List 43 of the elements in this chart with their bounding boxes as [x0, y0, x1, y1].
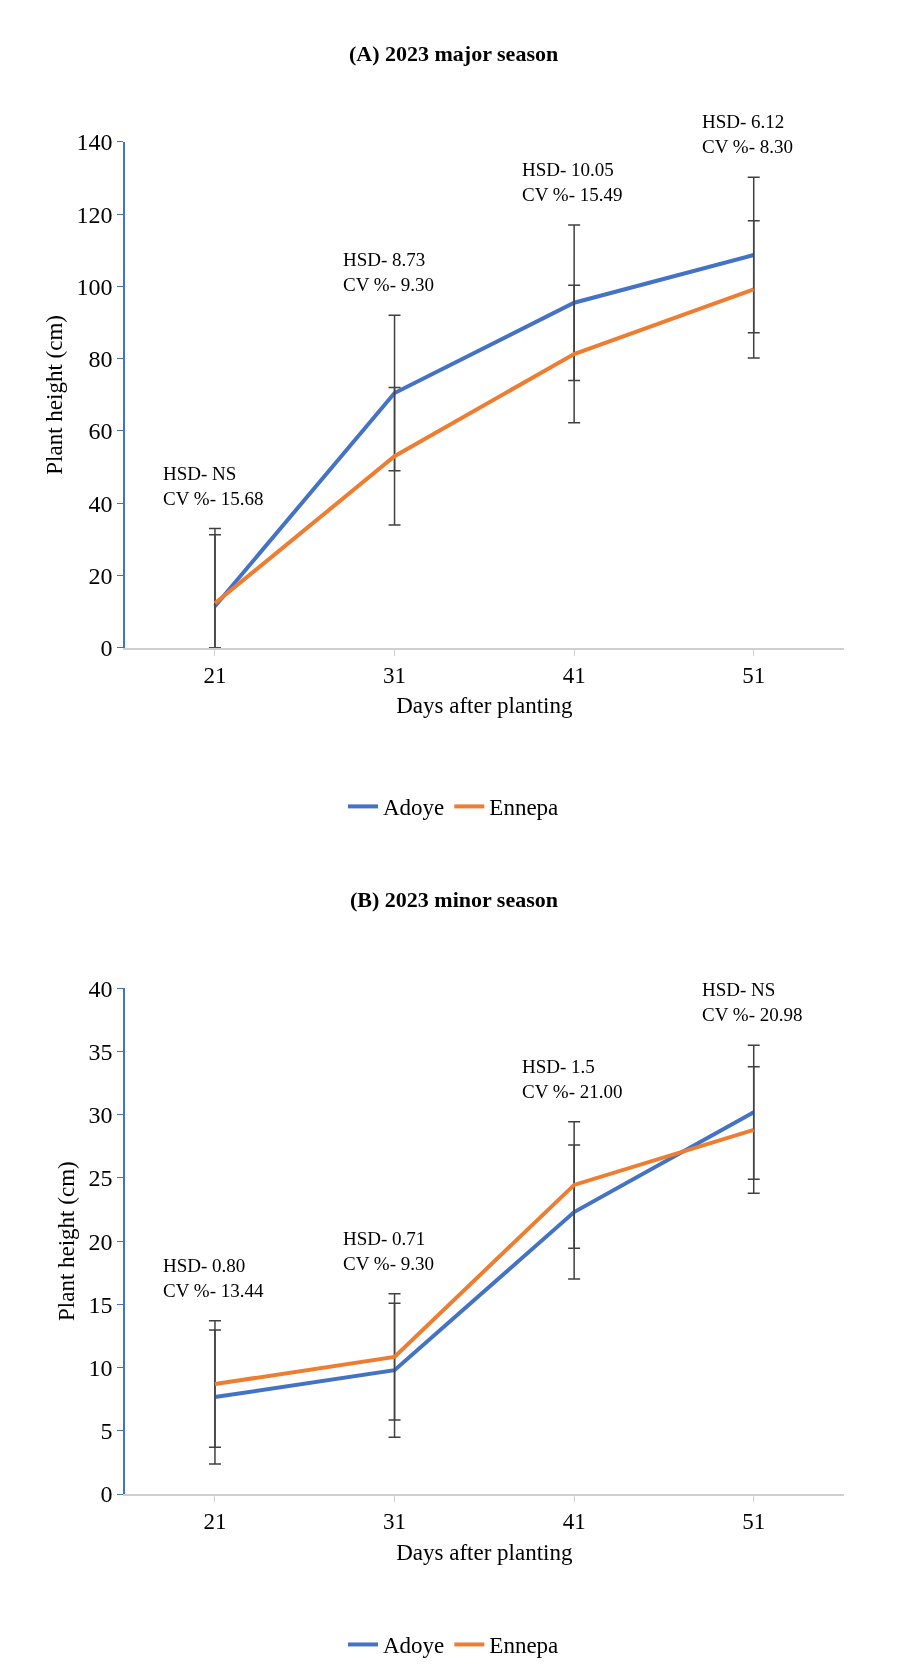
- y-tick-label: 0: [100, 635, 113, 662]
- chart-title: (A) 2023 major season: [349, 41, 559, 66]
- legend-label: Adoye: [383, 1633, 445, 1659]
- y-tick-label: 20: [88, 1228, 113, 1255]
- y-tick-label: 5: [100, 1418, 113, 1445]
- x-tick-label: 31: [383, 663, 407, 689]
- annotation: HSD- 1.5 CV %- 21.00: [522, 1056, 623, 1102]
- y-tick-label: 25: [88, 1165, 113, 1192]
- legend-label: Ennepa: [489, 795, 559, 821]
- y-tick-label: 15: [88, 1291, 113, 1318]
- x-axis-title: Days after planting: [396, 1539, 573, 1565]
- annotation: HSD- 0.71 CV %- 9.30: [343, 1228, 434, 1274]
- y-tick-label: 0: [100, 1481, 113, 1508]
- y-tick-label: 35: [88, 1038, 113, 1065]
- x-tick-label: 41: [562, 1509, 586, 1535]
- y-tick-label: 140: [76, 129, 113, 156]
- y-tick-label: 120: [76, 201, 113, 228]
- x-axis-title: Days after planting: [396, 693, 573, 719]
- legend-label: Adoye: [383, 795, 445, 821]
- x-tick-label: 31: [383, 1509, 407, 1535]
- y-tick-label: 30: [88, 1102, 113, 1129]
- annotation: HSD- NS CV %- 20.98: [702, 979, 803, 1025]
- y-tick-label: 60: [88, 418, 113, 445]
- legend-label: Ennepa: [489, 1633, 559, 1659]
- y-tick-label: 100: [76, 273, 113, 300]
- y-axis-title: Plant height (cm): [41, 315, 67, 475]
- y-tick-label: 40: [88, 975, 113, 1002]
- y-axis-title: Plant height (cm): [53, 1161, 79, 1322]
- x-tick-label: 21: [203, 663, 227, 689]
- annotation: HSD- 10.05 CV %- 15.49: [522, 159, 623, 205]
- annotation: HSD- 0.80 CV %- 13.44: [163, 1255, 264, 1301]
- y-tick-label: 10: [88, 1355, 113, 1382]
- y-tick-label: 40: [88, 490, 113, 517]
- annotation: HSD- 6.12 CV %- 8.30: [702, 111, 793, 157]
- x-tick-label: 21: [203, 1509, 227, 1535]
- annotation: HSD- NS CV %- 15.68: [163, 463, 264, 509]
- x-tick-label: 41: [562, 663, 586, 689]
- annotation: HSD- 8.73 CV %- 9.30: [343, 249, 434, 295]
- x-tick-label: 51: [742, 1509, 766, 1535]
- y-tick-label: 80: [88, 346, 113, 373]
- x-tick-label: 51: [742, 663, 766, 689]
- chart-title: (B) 2023 minor season: [350, 887, 558, 912]
- y-tick-label: 20: [88, 562, 113, 589]
